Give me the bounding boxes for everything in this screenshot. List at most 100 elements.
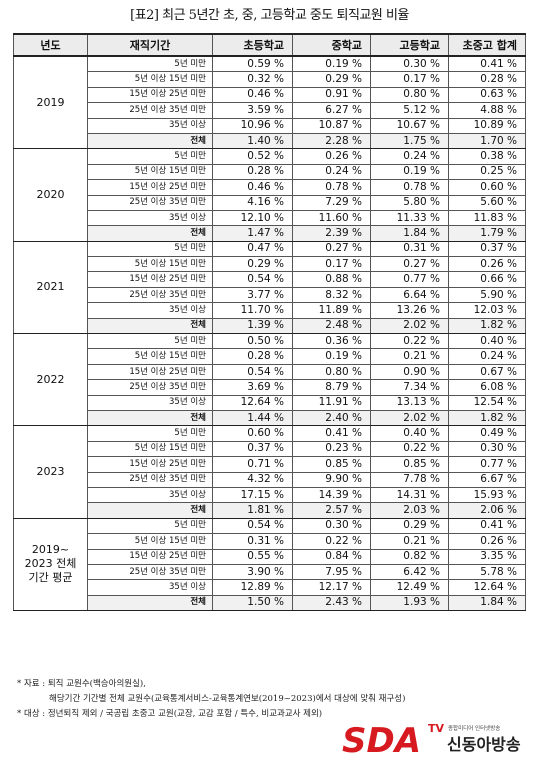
table-row: 2023 5년 미만 0.60 % 0.41 % 0.40 % 0.49 % [13, 425, 526, 519]
middle-cell: 0.30 % [292, 517, 371, 535]
table-row: 전체 1.40 % 2.28 % 1.75 % 1.70 % [14, 132, 526, 150]
table-row: 25년 이상 35년 미만 3.69 % 8.79 % 7.34 % 6.08 % [14, 379, 526, 396]
year-cell: 2019 [13, 55, 88, 150]
elementary-cell: 3.69 % [212, 379, 293, 396]
middle-cell: 12.17 % [292, 579, 371, 596]
period-cell: 15년 이상 25년 미만 [87, 456, 213, 473]
total-cell: 4.88 % [448, 102, 526, 119]
high-cell: 6.42 % [370, 563, 449, 581]
high-cell: 1.93 % [370, 594, 449, 612]
table-row: 25년 이상 35년 미만 3.90 % 7.95 % 6.42 % 5.78 % [14, 563, 526, 581]
header-row: 년도 재직기간 초등학교 중학교 고등학교 초중고 합계 [13, 33, 526, 57]
table-row: 35년 이상 12.10 % 11.60 % 11.33 % 11.83 % [14, 209, 526, 227]
elementary-cell: 0.32 % [212, 71, 293, 88]
elementary-cell: 1.40 % [212, 132, 293, 150]
table-body: 2019 5년 미만 0.59 % 0.19 % 0.30 % 0.41 % 5년 이상 1… [13, 55, 526, 612]
high-cell: 13.13 % [370, 394, 449, 411]
period-cell: 5년 이상 15년 미만 [87, 533, 213, 550]
period-cell: 15년 이상 25년 미만 [87, 179, 213, 196]
total-cell: 0.66 % [448, 271, 526, 288]
year-cell: 2023 [13, 425, 88, 519]
high-cell: 5.80 % [370, 194, 449, 211]
middle-cell: 0.19 % [292, 348, 371, 365]
high-cell: 0.40 % [370, 425, 449, 442]
logo-tv: TV [428, 722, 445, 735]
period-cell: 25년 이상 35년 미만 [87, 563, 213, 581]
middle-cell: 2.28 % [292, 132, 371, 150]
table-row: 25년 이상 35년 미만 3.59 % 6.27 % 5.12 % 4.88 % [14, 102, 526, 119]
middle-cell: 0.27 % [292, 240, 371, 258]
elementary-cell: 11.70 % [212, 302, 293, 319]
total-cell: 0.24 % [448, 348, 526, 365]
period-cell: 35년 이상 [87, 486, 213, 504]
period-cell: 15년 이상 25년 미만 [87, 86, 213, 104]
table-row: 전체 1.47 % 2.39 % 1.84 % 1.79 % [14, 225, 526, 242]
period-cell: 전체 [87, 594, 213, 612]
period-cell: 5년 이상 15년 미만 [87, 348, 213, 365]
high-cell: 0.85 % [370, 456, 449, 473]
middle-cell: 9.90 % [292, 471, 371, 488]
elementary-cell: 1.50 % [212, 594, 293, 612]
high-cell: 0.90 % [370, 363, 449, 381]
period-cell: 15년 이상 25년 미만 [87, 548, 213, 565]
period-cell: 35년 이상 [87, 394, 213, 411]
elementary-cell: 4.16 % [212, 194, 293, 211]
year-cell: 2020 [13, 148, 88, 242]
elementary-cell: 0.28 % [212, 163, 293, 181]
high-cell: 0.17 % [370, 71, 449, 88]
total-cell: 0.37 % [448, 240, 526, 258]
total-cell: 0.40 % [448, 333, 526, 350]
total-cell: 1.82 % [448, 317, 526, 335]
middle-cell: 0.17 % [292, 256, 371, 273]
total-cell: 11.83 % [448, 209, 526, 227]
total-cell: 12.64 % [448, 579, 526, 596]
table-row: 5년 이상 15년 미만 0.29 % 0.17 % 0.27 % 0.26 % [14, 256, 526, 273]
high-cell: 0.22 % [370, 333, 449, 350]
table-row: 25년 이상 35년 미만 4.16 % 7.29 % 5.80 % 5.60 % [14, 194, 526, 211]
total-cell: 1.70 % [448, 132, 526, 150]
elementary-cell: 0.59 % [212, 55, 293, 73]
middle-cell: 7.95 % [292, 563, 371, 581]
middle-cell: 2.39 % [292, 225, 371, 242]
high-cell: 13.26 % [370, 302, 449, 319]
table-row: 35년 이상 10.96 % 10.87 % 10.67 % 10.89 % [14, 117, 526, 134]
period-cell: 15년 이상 25년 미만 [87, 271, 213, 288]
total-cell: 0.60 % [448, 179, 526, 196]
elementary-cell: 0.55 % [212, 548, 293, 565]
table-row: 2019 5년 미만 0.59 % 0.19 % 0.30 % 0.41 % [13, 55, 526, 150]
high-cell: 2.03 % [370, 502, 449, 519]
total-cell: 0.41 % [448, 55, 526, 73]
high-cell: 6.64 % [370, 286, 449, 304]
middle-cell: 0.84 % [292, 548, 371, 565]
elementary-cell: 1.44 % [212, 409, 293, 427]
high-cell: 0.78 % [370, 179, 449, 196]
period-cell: 전체 [87, 317, 213, 335]
elementary-cell: 0.29 % [212, 256, 293, 273]
period-cell: 35년 이상 [87, 579, 213, 596]
high-cell: 0.19 % [370, 163, 449, 181]
total-cell: 0.49 % [448, 425, 526, 442]
middle-cell: 11.91 % [292, 394, 371, 411]
middle-cell: 6.27 % [292, 102, 371, 119]
header-total: 초중고 합계 [448, 33, 526, 57]
period-cell: 5년 미만 [87, 517, 213, 535]
elementary-cell: 4.32 % [212, 471, 293, 488]
middle-cell: 2.43 % [292, 594, 371, 612]
high-cell: 12.49 % [370, 579, 449, 596]
high-cell: 0.24 % [370, 148, 449, 165]
source-note-detail: 해당기간 기간별 전체 교원수(교육통계서비스-교육통계연보(2019~2023… [49, 694, 406, 704]
total-cell: 10.89 % [448, 117, 526, 134]
period-cell: 5년 이상 15년 미만 [87, 71, 213, 88]
period-cell: 5년 미만 [87, 55, 213, 73]
total-cell: 0.26 % [448, 533, 526, 550]
high-cell: 5.12 % [370, 102, 449, 119]
total-cell: 5.60 % [448, 194, 526, 211]
elementary-cell: 1.39 % [212, 317, 293, 335]
high-cell: 7.78 % [370, 471, 449, 488]
elementary-cell: 3.59 % [212, 102, 293, 119]
total-cell: 5.90 % [448, 286, 526, 304]
middle-cell: 0.91 % [292, 86, 371, 104]
elementary-cell: 0.37 % [212, 440, 293, 458]
elementary-cell: 0.52 % [212, 148, 293, 165]
high-cell: 0.21 % [370, 533, 449, 550]
